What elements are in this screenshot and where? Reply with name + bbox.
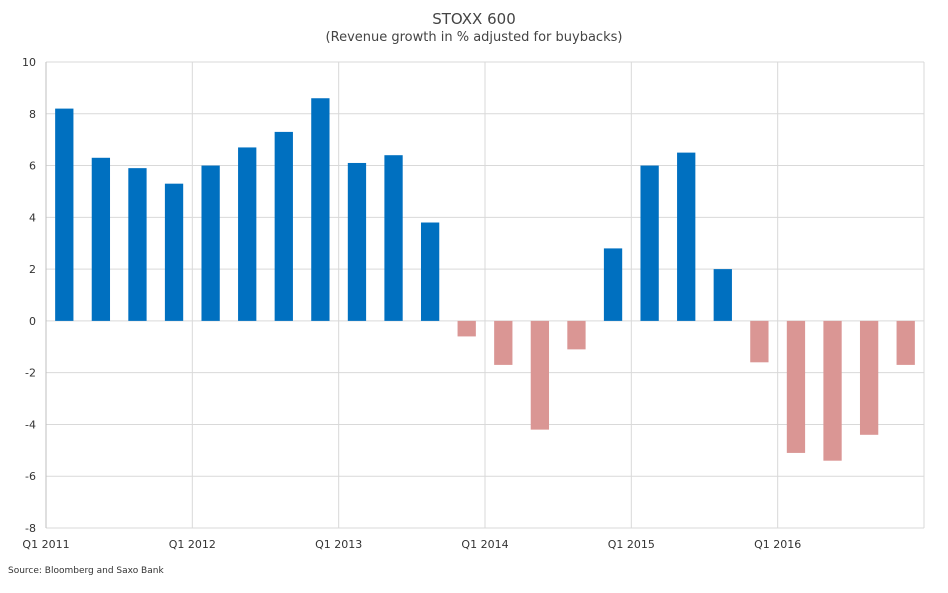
x-tick-label: Q1 2013 [315,538,362,551]
bar [91,157,111,321]
x-tick-label: Q1 2016 [754,538,801,551]
x-tick-label: Q1 2015 [608,538,655,551]
bar [640,165,659,321]
bar [713,269,732,321]
bar [677,152,696,321]
x-tick-label: Q1 2011 [22,538,69,551]
chart-subtitle: (Revenue growth in % adjusted for buybac… [325,30,623,45]
y-tick-label: 8 [29,108,36,121]
bar [859,320,879,435]
y-tick-label: -2 [25,367,36,380]
x-tick-label: Q1 2014 [461,538,508,551]
bar [347,162,367,321]
bar [128,168,147,321]
bar [164,183,184,321]
y-axis-tick-labels: 10 8 6 4 2 0 -2 -4 -6 -8 [22,56,36,535]
x-tick-label: Q1 2012 [169,538,216,551]
y-tick-label: -6 [25,470,36,483]
bars [55,98,915,461]
source-note: Source: Bloomberg and Saxo Bank [8,566,164,576]
y-tick-label: -8 [25,522,36,535]
bar [55,108,74,321]
bar [274,131,293,321]
chart-title: STOXX 600 [432,10,516,28]
y-tick-label: 2 [29,263,36,276]
y-tick-label: -4 [25,418,36,431]
bar [238,147,257,321]
bar [201,165,220,321]
bar [823,320,842,461]
bar [384,155,403,321]
bar [457,320,476,337]
grid-lines [45,61,925,529]
x-axis-tick-labels: Q1 2011 Q1 2012 Q1 2013 Q1 2014 Q1 2015 Q1 20… [22,538,801,551]
bar [896,320,915,365]
y-tick-label: 6 [29,160,36,173]
bar [603,248,623,321]
bar [311,98,330,321]
bar [750,320,769,363]
y-tick-label: 10 [22,56,36,69]
bar [420,222,440,321]
bar [786,320,806,453]
bar [494,320,513,365]
y-tick-label: 4 [29,211,36,224]
y-tick-label: 0 [29,315,36,328]
bar [530,320,550,430]
bar [567,320,586,350]
